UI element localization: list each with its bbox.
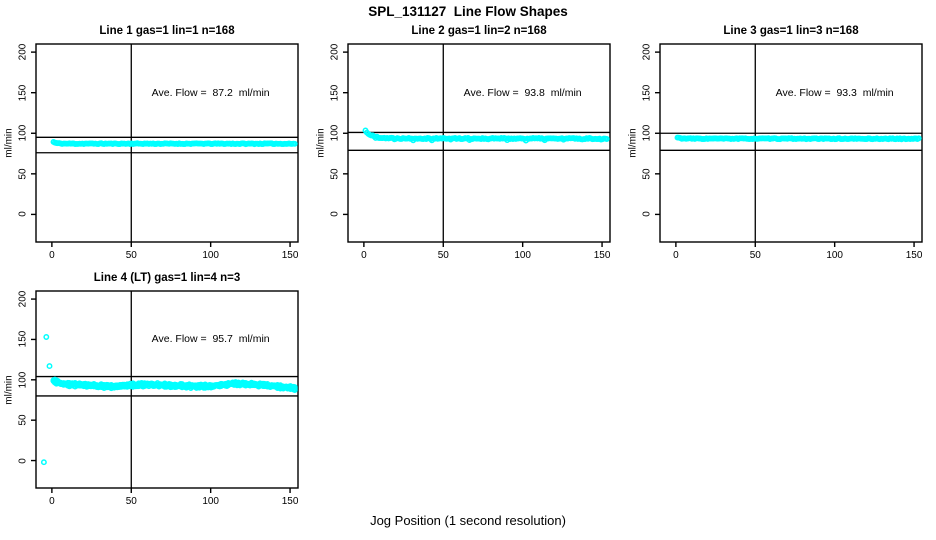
y-axis-title: ml/min <box>3 374 15 405</box>
x-tick-label: 100 <box>826 250 843 261</box>
y-tick-label: 200 <box>329 43 341 61</box>
y-tick-label: 50 <box>641 168 653 180</box>
x-tick-label: 100 <box>514 250 531 261</box>
x-tick-label: 50 <box>749 250 761 261</box>
x-tick-label: 0 <box>673 250 679 261</box>
x-tick-label: 100 <box>202 250 219 261</box>
y-tick-label: 0 <box>17 211 29 218</box>
ave-flow-label: Ave. Flow = 87.2 ml/min <box>151 86 270 99</box>
plot-box <box>35 43 299 243</box>
y-tick-label: 150 <box>17 331 29 348</box>
y-tick-label: 150 <box>17 84 29 102</box>
panel-3-points <box>674 134 922 143</box>
ave-flow-label: Ave. Flow = 93.8 ml/min <box>463 86 582 99</box>
ave-flow-label: Ave. Flow = 95.7 ml/min <box>151 333 270 346</box>
y-tick-label: 50 <box>17 168 29 180</box>
y-tick-label: 200 <box>17 290 29 308</box>
x-tick-label: 150 <box>281 250 299 261</box>
x-axis-label: Jog Position (1 second resolution) <box>370 513 566 528</box>
panel-2-graphics <box>343 43 611 247</box>
panel-title: Line 3 gas=1 lin=3 n=168 <box>723 25 859 37</box>
panel-title: Line 4 (LT) gas=1 lin=4 n=3 <box>93 272 241 284</box>
x-tick-label: 0 <box>49 250 55 261</box>
x-tick-label: 50 <box>125 250 137 261</box>
ave-flow-label: Ave. Flow = 93.3 ml/min <box>775 86 894 99</box>
panel-1-graphics <box>31 43 299 247</box>
plot-box <box>659 43 923 243</box>
plot-box <box>347 43 611 243</box>
panel-title: Line 2 gas=1 lin=2 n=168 <box>411 25 547 37</box>
y-tick-label: 100 <box>641 124 653 142</box>
y-tick-label: 200 <box>17 43 29 61</box>
y-tick-label: 0 <box>17 457 29 464</box>
x-tick-label: 150 <box>281 496 299 507</box>
y-tick-label: 50 <box>329 168 341 180</box>
y-tick-label: 200 <box>641 43 653 61</box>
y-tick-label: 100 <box>329 124 341 142</box>
x-tick-label: 150 <box>905 250 923 261</box>
x-tick-label: 100 <box>202 496 219 507</box>
x-tick-label: 0 <box>361 250 367 261</box>
panel-2-points <box>362 127 610 144</box>
y-tick-label: 100 <box>17 124 29 142</box>
y-axis-title: ml/min <box>3 128 15 158</box>
panel-4-graphics <box>31 290 299 493</box>
x-tick-label: 150 <box>593 250 611 261</box>
panel-4-points <box>40 334 298 466</box>
panel-1-points <box>50 138 298 148</box>
y-tick-label: 150 <box>641 84 653 102</box>
x-tick-label: 0 <box>49 496 55 507</box>
y-tick-label: 50 <box>17 414 29 426</box>
y-axis-title: ml/min <box>315 128 327 158</box>
panel-title: Line 1 gas=1 lin=1 n=168 <box>99 25 235 37</box>
y-tick-label: 0 <box>641 211 653 218</box>
y-tick-label: 0 <box>329 211 341 218</box>
x-tick-label: 50 <box>437 250 449 261</box>
panel-3-graphics <box>655 43 923 247</box>
main-title: SPL_131127 Line Flow Shapes <box>368 4 568 19</box>
y-axis-title: ml/min <box>627 128 639 158</box>
y-tick-label: 150 <box>329 84 341 102</box>
x-tick-label: 50 <box>125 496 137 507</box>
plot-box <box>35 290 299 489</box>
y-tick-label: 100 <box>17 371 29 389</box>
